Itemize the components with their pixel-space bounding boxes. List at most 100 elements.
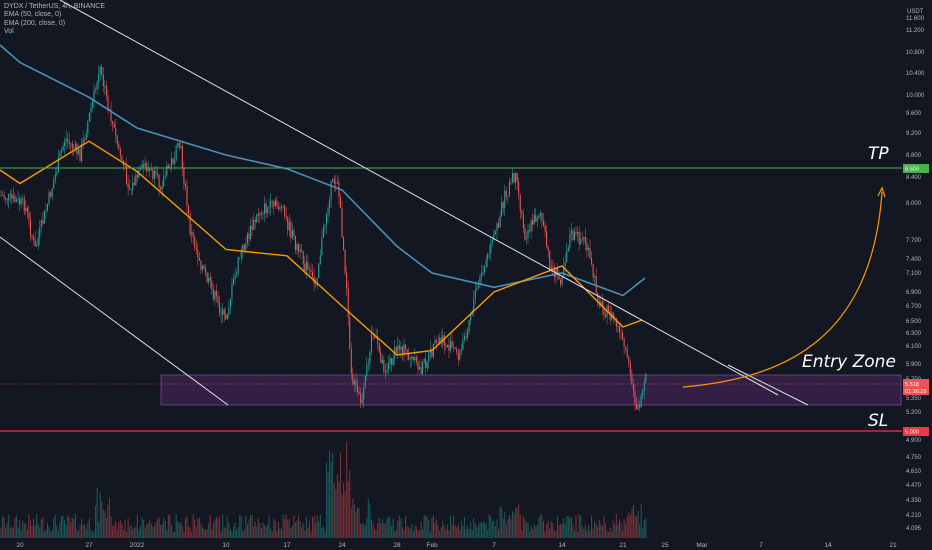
candle-body bbox=[380, 352, 382, 363]
volume-bar bbox=[144, 527, 146, 538]
candle-body bbox=[566, 251, 568, 262]
candle-body bbox=[0, 195, 2, 196]
candle-body bbox=[209, 277, 211, 281]
volume-bar bbox=[434, 523, 436, 538]
volume-bar bbox=[268, 515, 270, 538]
volume-bar bbox=[522, 516, 524, 538]
volume-bar bbox=[31, 525, 33, 538]
candle-body bbox=[294, 235, 297, 251]
volume-bar bbox=[198, 517, 200, 538]
price-axis[interactable]: 11.600 11.200 10.800 10.400 10.000 9.600 9.200… bbox=[906, 16, 925, 532]
volume-bar bbox=[530, 525, 532, 538]
sl-label[interactable]: SL bbox=[868, 411, 888, 431]
volume-bar bbox=[391, 525, 393, 538]
candle-body bbox=[192, 232, 194, 238]
candle-body bbox=[256, 214, 258, 222]
candle-body bbox=[584, 237, 586, 244]
candle-body bbox=[332, 178, 334, 181]
volume-bar bbox=[29, 520, 31, 538]
volume-bar bbox=[626, 516, 628, 538]
volume-bar bbox=[74, 514, 76, 538]
volume-bar bbox=[518, 504, 520, 538]
candle-body bbox=[212, 288, 214, 300]
volume-bar bbox=[11, 526, 13, 538]
volume-bar bbox=[542, 521, 545, 538]
volume-bar bbox=[0, 527, 2, 538]
volume-bar bbox=[387, 516, 390, 538]
candle-body bbox=[160, 187, 162, 190]
candle-body bbox=[6, 199, 8, 201]
symbol-title[interactable]: DYDX / TetherUS, 4h, BINANCE bbox=[4, 3, 106, 10]
candle-body bbox=[124, 165, 126, 167]
candle-body bbox=[64, 141, 66, 146]
candle-body bbox=[386, 369, 388, 374]
candle-body bbox=[170, 158, 173, 167]
candle-body bbox=[260, 213, 262, 214]
volume-bar bbox=[620, 521, 622, 538]
volume-bar bbox=[257, 518, 259, 538]
candle-body bbox=[167, 165, 169, 169]
candle-body bbox=[299, 249, 301, 252]
candle-body bbox=[389, 358, 391, 363]
ema200-legend[interactable]: EMA (200, close, 0) bbox=[4, 19, 66, 27]
volume-bar bbox=[344, 490, 346, 538]
volume-bar bbox=[276, 531, 278, 538]
volume-bar bbox=[95, 505, 97, 538]
volume-bar bbox=[532, 529, 534, 538]
candle-body bbox=[353, 380, 355, 385]
candle-body bbox=[470, 314, 472, 321]
volume-bar bbox=[468, 529, 470, 538]
volume-bar bbox=[206, 529, 208, 538]
candle-body bbox=[418, 367, 421, 370]
volume-bar bbox=[160, 525, 162, 538]
tp-label[interactable]: TP bbox=[868, 144, 889, 164]
volume-bar bbox=[17, 527, 19, 538]
candle-body bbox=[577, 231, 579, 234]
entry-zone-label[interactable]: Entry Zone bbox=[802, 352, 896, 372]
candle-body bbox=[290, 222, 292, 238]
candle-body bbox=[15, 199, 18, 202]
candle-body bbox=[91, 100, 93, 109]
volume-bar bbox=[533, 523, 535, 538]
volume-bar bbox=[271, 531, 273, 538]
volume-bar bbox=[222, 514, 224, 538]
volume-bar bbox=[569, 517, 571, 538]
candle-body bbox=[498, 223, 500, 228]
volume-bar bbox=[374, 528, 376, 538]
arrow-head-icon bbox=[877, 186, 886, 198]
volume-bar bbox=[480, 522, 483, 538]
time-axis[interactable]: 20 27 2022 10 17 24 28 Feb 7 14 21 25 Mar 7 14 21 bbox=[16, 542, 897, 549]
candle-body bbox=[113, 123, 115, 128]
candle-body bbox=[1, 195, 4, 197]
candle-body bbox=[39, 227, 41, 238]
volume-bar bbox=[26, 529, 28, 538]
candle-body bbox=[401, 346, 403, 355]
volume-bar bbox=[307, 527, 309, 538]
candle-body bbox=[635, 403, 638, 410]
candle-body bbox=[141, 164, 143, 168]
volume-bar bbox=[561, 523, 563, 538]
volume-bar bbox=[296, 520, 298, 538]
volume-bar bbox=[195, 526, 197, 538]
candle-body bbox=[254, 219, 256, 222]
volume-bar bbox=[367, 498, 369, 538]
volume-bar bbox=[341, 494, 343, 538]
price-tick-label: 9.600 bbox=[906, 111, 922, 117]
volume-bar bbox=[477, 525, 479, 538]
volume-bar bbox=[57, 530, 59, 538]
candle-body bbox=[327, 208, 329, 215]
volume-legend[interactable]: Vol bbox=[4, 28, 14, 36]
candle-body bbox=[96, 82, 98, 90]
ema50-legend[interactable]: EMA (50, close, 0) bbox=[4, 11, 62, 19]
candle-body bbox=[231, 284, 233, 300]
volume-bar bbox=[356, 507, 359, 538]
volume-bar bbox=[91, 531, 93, 538]
volume-bar bbox=[473, 517, 475, 538]
candle-body bbox=[23, 197, 25, 212]
volume-bar bbox=[535, 526, 537, 538]
volume-bar bbox=[493, 520, 495, 538]
candle-body bbox=[622, 332, 624, 339]
candle-body bbox=[28, 212, 30, 220]
candle-body bbox=[262, 213, 264, 215]
